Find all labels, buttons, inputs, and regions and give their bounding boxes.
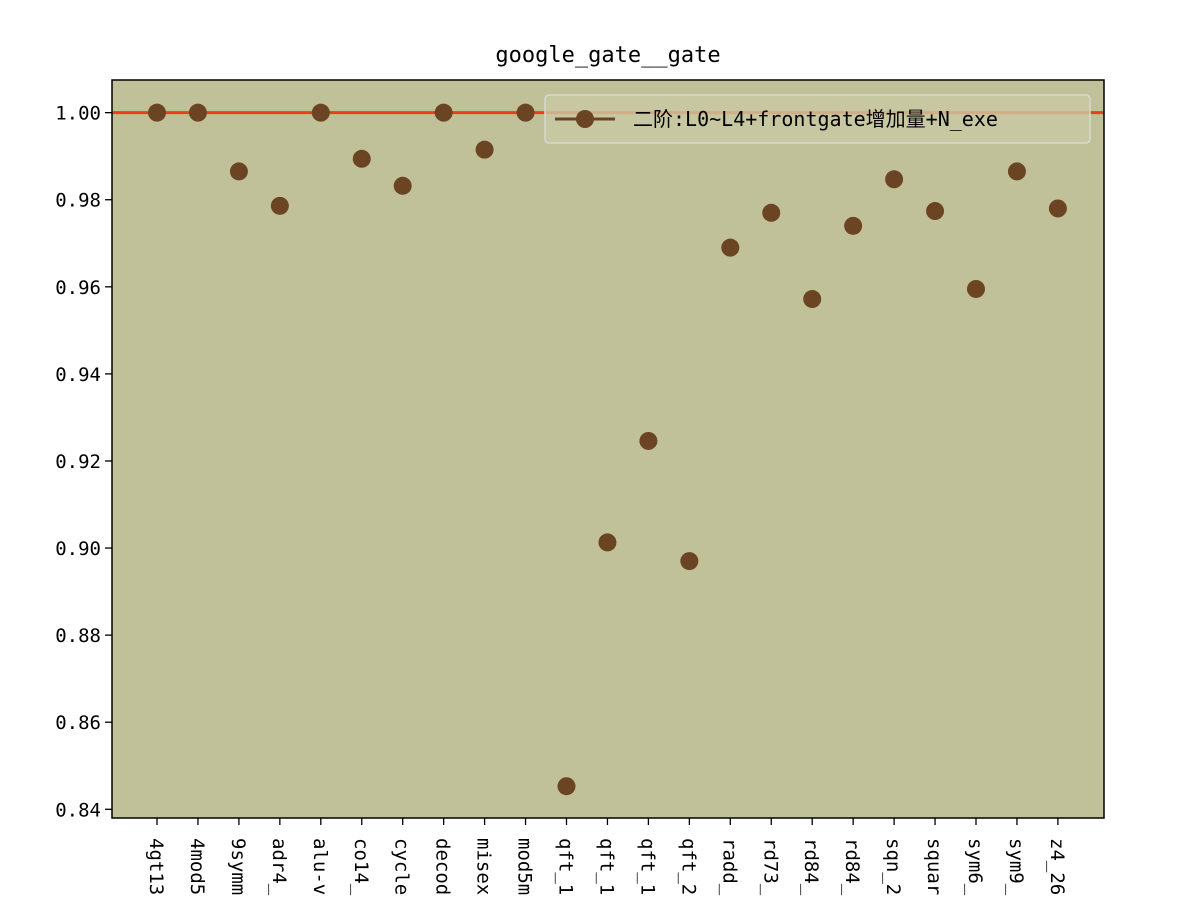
x-tick-label: sym9_ <box>1005 838 1027 896</box>
y-tick-label: 0.84 <box>55 799 101 821</box>
y-tick-label: 0.94 <box>55 364 101 386</box>
x-tick-label: rd84_ <box>800 838 822 896</box>
y-tick-label: 0.96 <box>55 277 101 299</box>
data-point <box>680 552 699 571</box>
x-tick-label: radd_ <box>718 838 740 896</box>
x-tick-label: adr4_ <box>268 838 290 896</box>
data-point <box>188 103 207 122</box>
x-tick-label: squar <box>923 838 945 895</box>
x-tick-label: 9symm <box>227 838 249 895</box>
data-point <box>516 103 535 122</box>
x-tick-label: sqn_2 <box>882 838 904 895</box>
data-point <box>475 140 494 159</box>
data-point <box>1007 162 1026 181</box>
data-point <box>844 216 863 235</box>
data-point <box>270 196 289 215</box>
legend-box <box>544 94 1091 144</box>
x-tick-label: co14_ <box>350 838 372 896</box>
y-tick-label: 0.90 <box>55 538 101 560</box>
data-point <box>557 777 576 796</box>
x-tick-label: rd84_ <box>841 838 863 896</box>
plot-background <box>112 80 1104 818</box>
y-tick-label: 0.92 <box>55 451 101 473</box>
data-point <box>229 162 248 181</box>
x-tick-label: qft_1 <box>595 838 617 895</box>
x-tick-label: qft_1 <box>636 838 658 895</box>
x-tick-label: rd73_ <box>759 838 781 896</box>
legend-point-marker <box>576 110 594 128</box>
data-point <box>639 431 658 450</box>
data-point <box>721 238 740 257</box>
x-tick-label: mod5m <box>514 838 536 895</box>
x-tick-label: decod <box>432 838 454 895</box>
x-tick-label: 4mod5 <box>186 838 208 895</box>
y-tick-label: 1.00 <box>55 103 101 125</box>
data-point <box>762 203 781 222</box>
data-point <box>967 279 985 298</box>
x-tick-label: qft_2 <box>677 838 699 895</box>
x-tick-label: alu-v <box>309 838 331 895</box>
y-tick-label: 0.98 <box>55 190 101 212</box>
data-point <box>311 103 330 122</box>
y-tick-label: 0.88 <box>55 625 101 647</box>
data-point <box>885 170 904 189</box>
chart-title: google_gate__gate <box>495 43 720 68</box>
x-tick-label: sym6_ <box>964 838 986 896</box>
data-point <box>926 202 945 221</box>
x-tick-label: misex <box>473 838 495 895</box>
legend: 二阶:L0~L4+frontgate增加量+N_exe <box>544 94 1091 144</box>
data-point <box>803 290 822 309</box>
data-point <box>148 103 166 122</box>
y-tick-label: 0.86 <box>55 712 101 734</box>
x-tick-label: z4_26 <box>1046 838 1068 895</box>
legend-label: 二阶:L0~L4+frontgate增加量+N_exe <box>633 107 998 131</box>
data-point <box>1048 199 1067 218</box>
data-point <box>434 103 453 122</box>
data-point <box>598 533 617 552</box>
data-point <box>352 149 371 168</box>
x-tick-label: qft_1 <box>555 838 577 895</box>
data-point <box>393 176 412 195</box>
x-tick-label: cycle <box>391 838 413 895</box>
x-tick-label: 4gt13 <box>145 838 167 895</box>
